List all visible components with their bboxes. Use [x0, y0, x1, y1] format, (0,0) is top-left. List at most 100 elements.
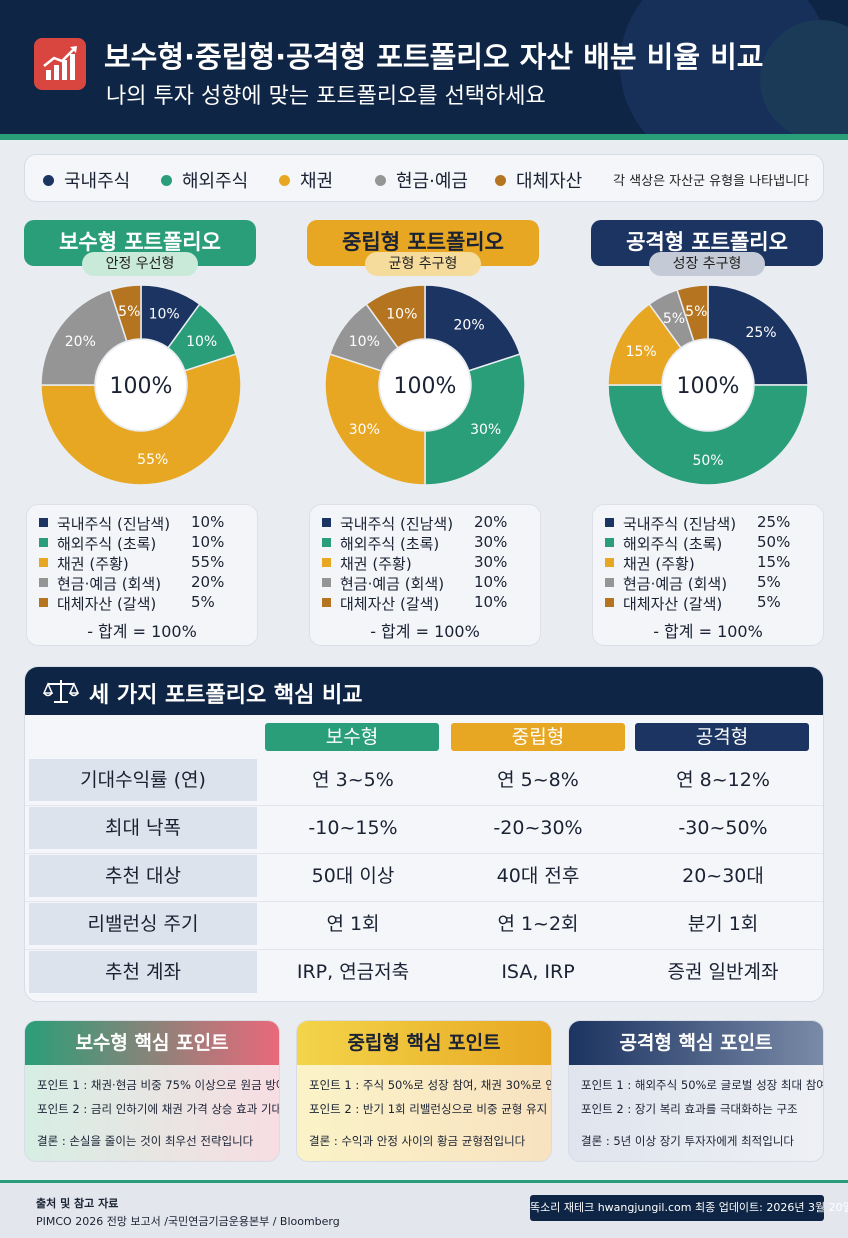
- pie-slice-채권: [324, 353, 426, 486]
- legend-swatch: [279, 175, 290, 186]
- row-label: 기대수익률 (연): [29, 759, 257, 801]
- header-decoration: [760, 20, 848, 134]
- legend-item: 국내주식: [43, 167, 130, 193]
- legend-item: 채권: [279, 167, 333, 193]
- slice-label: 5%: [685, 304, 707, 320]
- slice-label: 55%: [137, 452, 168, 468]
- slice-label: 25%: [745, 325, 776, 341]
- row-label: 추천 대상: [29, 855, 257, 897]
- donut-hole: [380, 340, 470, 430]
- balance-scale-icon: [43, 680, 79, 703]
- pie-slice-국내주식: [424, 284, 522, 372]
- donut-center-label: 100%: [394, 374, 457, 399]
- card-point: 포인트 2 : 금리 인하기에 채권 가격 상승 효과 기대: [37, 1102, 280, 1116]
- pie-slice-채권: [40, 353, 242, 486]
- allocation-total: - 합계 = 100%: [370, 622, 480, 641]
- card-point: 포인트 2 : 반기 1회 리밸런싱으로 비중 균형 유지: [309, 1102, 548, 1116]
- donut-hole: [96, 340, 186, 430]
- row-divider: [25, 949, 823, 950]
- allocation-row: 채권 (주황) 30%: [322, 553, 534, 573]
- swatch: [322, 578, 331, 587]
- table-cell: 연 5~8%: [497, 769, 579, 791]
- allocation-row: 국내주식 (진남색) 25%: [605, 513, 817, 533]
- swatch: [605, 538, 614, 547]
- donut-chart-balanced: 20% 30% 30% 10% 10% 100%: [324, 284, 526, 486]
- pie-slice-대체자산: [676, 284, 709, 343]
- footer: 출처 및 참고 자료 PIMCO 2026 전망 보고서 /국민연금기금운용본부…: [0, 1180, 848, 1238]
- swatch: [322, 518, 331, 527]
- asset-legend: 국내주식 해외주식 채권 현금·예금 대체자산 각 색상은 자산군 유형을 나타…: [24, 154, 824, 202]
- donut-chart-aggressive: 25% 50% 15% 5% 5% 100%: [607, 284, 809, 486]
- slice-label: 10%: [149, 307, 180, 323]
- comparison-title: 세 가지 포트폴리오 핵심 비교: [89, 683, 363, 708]
- table-cell: ISA, IRP: [501, 961, 575, 983]
- allocation-row: 대체자산 (갈색) 5%: [39, 593, 251, 613]
- card-point: 포인트 1 : 주식 50%로 성장 참여, 채권 30%로 안정: [309, 1078, 552, 1092]
- swatch: [322, 598, 331, 607]
- table-cell: 20~30대: [682, 865, 764, 887]
- legend-note: 각 색상은 자산군 유형을 나타냅니다: [613, 174, 809, 189]
- card-title: 보수형 핵심 포인트: [25, 1021, 279, 1065]
- credit-badge: 똑소리 재테크 hwangjungil.com 최종 업데이트: 2026년 3…: [530, 1195, 848, 1221]
- allocation-row: 채권 (주황) 15%: [605, 553, 817, 573]
- donut-center-label: 100%: [110, 374, 173, 399]
- donut-chart-conservative: 10% 10% 55% 20% 5% 100%: [40, 284, 242, 486]
- swatch: [39, 538, 48, 547]
- comparison-header: 세 가지 포트폴리오 핵심 비교: [25, 667, 823, 715]
- key-points-card-conservative: 보수형 핵심 포인트 포인트 1 : 채권·현금 비중 75% 이상으로 원금 …: [24, 1020, 280, 1162]
- table-cell: 연 3~5%: [312, 769, 394, 791]
- table-cell: 분기 1회: [687, 913, 759, 935]
- source-list: PIMCO 2026 전망 보고서 /국민연금기금운용본부 / Bloomber…: [36, 1215, 340, 1228]
- table-cell: 연 1회: [326, 913, 380, 935]
- column-header-aggressive: 공격형: [635, 723, 809, 751]
- pie-slice-대체자산: [109, 284, 142, 343]
- slice-label: 15%: [626, 344, 657, 360]
- column-header-balanced: 중립형: [451, 723, 625, 751]
- card-title: 중립형 핵심 포인트: [297, 1021, 551, 1065]
- card-conclusion: 결론 : 5년 이상 장기 투자자에게 최적입니다: [581, 1134, 794, 1148]
- row-label: 추천 계좌: [29, 951, 257, 993]
- portfolio-title-balanced: 중립형 포트폴리오: [307, 220, 539, 266]
- swatch: [322, 558, 331, 567]
- allocation-row: 국내주식 (진남색) 10%: [39, 513, 251, 533]
- comparison-table: 세 가지 포트폴리오 핵심 비교 보수형 중립형 공격형 기대수익률 (연) 연…: [24, 666, 824, 1002]
- row-divider: [25, 805, 823, 806]
- portfolio-subtitle-balanced: 균형 추구형: [365, 252, 481, 276]
- key-points-card-balanced: 중립형 핵심 포인트 포인트 1 : 주식 50%로 성장 참여, 채권 30%…: [296, 1020, 552, 1162]
- card-point: 포인트 1 : 해외주식 50%로 글로벌 성장 최대 참여: [581, 1078, 824, 1092]
- row-label: 최대 낙폭: [29, 807, 257, 849]
- swatch: [605, 518, 614, 527]
- swatch: [605, 558, 614, 567]
- allocation-row: 대체자산 (갈색) 5%: [605, 593, 817, 613]
- table-cell: 40대 전후: [496, 865, 580, 887]
- allocation-row: 현금·예금 (회색) 10%: [322, 573, 534, 593]
- swatch: [322, 538, 331, 547]
- growth-chart-icon: [34, 38, 86, 90]
- slice-label: 30%: [349, 422, 380, 438]
- table-cell: IRP, 연금저축: [296, 961, 410, 983]
- card-conclusion: 결론 : 수익과 안정 사이의 황금 균형점입니다: [309, 1134, 526, 1148]
- allocation-row: 해외주식 (초록) 30%: [322, 533, 534, 553]
- row-divider: [25, 901, 823, 902]
- legend-item: 대체자산: [495, 167, 582, 193]
- portfolio-subtitle-conservative: 안정 우선형: [82, 252, 198, 276]
- legend-item: 해외주식: [161, 167, 248, 193]
- legend-swatch: [43, 175, 54, 186]
- donut-center-label: 100%: [677, 374, 740, 399]
- header: 보수형·중립형·공격형 포트폴리오 자산 배분 비율 비교 나의 투자 성향에 …: [0, 0, 848, 140]
- swatch: [605, 598, 614, 607]
- card-point: 포인트 2 : 장기 복리 효과를 극대화하는 구조: [581, 1102, 798, 1116]
- table-cell: -10~15%: [308, 817, 398, 839]
- allocation-row: 현금·예금 (회색) 5%: [605, 573, 817, 593]
- swatch: [39, 518, 48, 527]
- swatch: [605, 578, 614, 587]
- pie-slice-국내주식: [707, 284, 809, 386]
- pie-slice-해외주식: [424, 353, 526, 486]
- slice-label: 50%: [692, 453, 723, 469]
- slice-label: 20%: [65, 334, 96, 350]
- allocation-box-aggressive: 국내주식 (진남색) 25% 해외주식 (초록) 50% 채권 (주황) 15% 현금…: [592, 504, 824, 646]
- allocation-row: 국내주식 (진남색) 20%: [322, 513, 534, 533]
- legend-swatch: [495, 175, 506, 186]
- slice-label: 5%: [663, 311, 685, 327]
- row-label: 리밸런싱 주기: [29, 903, 257, 945]
